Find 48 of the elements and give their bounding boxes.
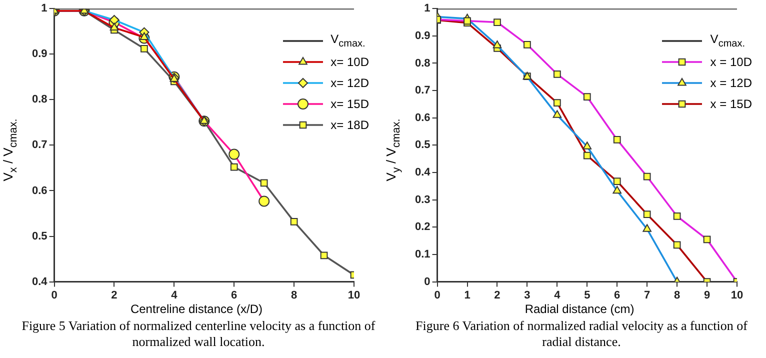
x-tick-label: 5 <box>584 289 590 302</box>
y-tick-label: 0.4 <box>32 276 48 288</box>
x-tick-label: 6 <box>231 289 238 302</box>
x-axis-title: Radial distance (cm) <box>524 302 636 316</box>
y-tick-label: 0 <box>424 276 430 288</box>
legend-label: x = 15D <box>710 96 752 110</box>
y-tick-label: 0.1 <box>414 248 430 261</box>
legend-label: x= 15D <box>330 96 369 110</box>
y-tick-label: 0.4 <box>414 166 432 179</box>
y-tick-label: 0.5 <box>32 230 48 242</box>
x-tick-label: 4 <box>554 289 562 302</box>
y-tick-label: 0.8 <box>414 57 430 70</box>
x-tick-label: 1 <box>464 289 470 302</box>
y-tick-label: 0.7 <box>32 139 48 152</box>
x-tick-label: 6 <box>614 289 620 302</box>
y-tick-label: 0.3 <box>414 194 430 206</box>
legend-label: x= 10D <box>330 54 369 68</box>
x-tick-label: 3 <box>524 289 530 302</box>
y-tick-label: 0.6 <box>32 184 48 197</box>
legend-label: x = 12D <box>710 76 752 90</box>
x-tick-label: 10 <box>730 289 744 302</box>
legend-label: x= 12D <box>330 76 369 90</box>
x-tick-label: 0 <box>51 289 58 302</box>
legend-label: x= 18D <box>330 118 369 132</box>
y-tick-label: 0.8 <box>32 94 48 106</box>
caption: Figure 5 Variation of normalized centerline velocity as a function of normalized wall location. <box>20 318 376 350</box>
x-tick-label: 7 <box>644 289 650 302</box>
legend-label: V$_{cmax.}$ <box>710 32 745 50</box>
y-tick-label: 0.2 <box>414 221 430 234</box>
x-tick-label: 4 <box>171 289 178 302</box>
x-tick-label: 0 <box>434 289 440 302</box>
y-tick-label: 1 <box>41 2 48 15</box>
y-tick-label: 1 <box>424 2 430 15</box>
x-tick-label: 2 <box>111 289 118 302</box>
y-tick-label: 0.5 <box>414 139 430 152</box>
x-tick-label: 8 <box>674 289 680 302</box>
caption: Figure 6 Variation of normalized radial velocity as a function of radial distance. <box>414 318 748 350</box>
x-tick-label: 8 <box>290 289 298 302</box>
legend-label: V$_{cmax.}$ <box>330 32 366 50</box>
y-tick-label: 0.7 <box>414 84 430 97</box>
x-tick-label: 2 <box>494 289 500 302</box>
legend-label: x = 10D <box>710 54 752 68</box>
x-axis-title: Centreline distance (x/D) <box>129 302 264 316</box>
x-tick-label: 10 <box>348 289 360 302</box>
y-tick-label: 0.6 <box>414 112 430 124</box>
y-tick-label: 0.9 <box>32 48 48 60</box>
x-tick-label: 9 <box>704 289 710 302</box>
y-tick-label: 0.9 <box>414 30 430 42</box>
